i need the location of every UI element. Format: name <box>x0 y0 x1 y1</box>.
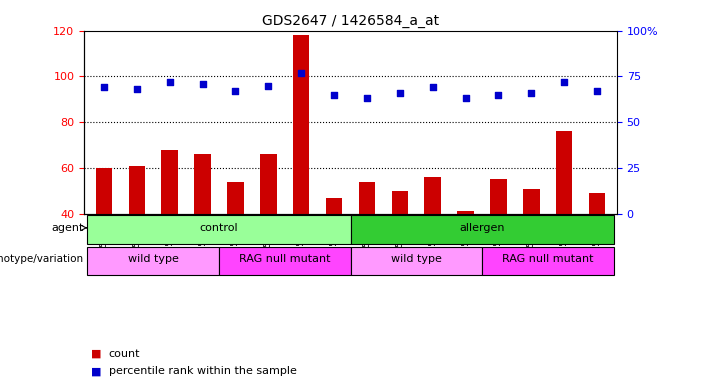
Bar <box>523 189 540 214</box>
Point <box>230 88 241 94</box>
Bar <box>227 182 244 214</box>
Bar <box>589 193 606 214</box>
Text: agent: agent <box>51 223 83 233</box>
Title: GDS2647 / 1426584_a_at: GDS2647 / 1426584_a_at <box>262 14 439 28</box>
Bar <box>161 150 178 214</box>
Bar <box>490 179 507 214</box>
FancyBboxPatch shape <box>350 247 482 275</box>
Text: count: count <box>109 349 140 359</box>
Point <box>131 86 142 93</box>
FancyBboxPatch shape <box>219 247 350 275</box>
Text: ■: ■ <box>91 349 102 359</box>
Point <box>98 84 109 91</box>
Point <box>329 92 340 98</box>
Point <box>164 79 175 85</box>
Text: RAG null mutant: RAG null mutant <box>502 254 594 264</box>
Bar <box>326 198 342 214</box>
Point <box>296 70 307 76</box>
Point <box>394 90 405 96</box>
Text: ■: ■ <box>91 366 102 376</box>
Point <box>427 84 438 91</box>
Bar <box>293 35 309 214</box>
Point <box>361 95 372 101</box>
Bar <box>392 191 408 214</box>
Point <box>263 83 274 89</box>
Bar <box>95 168 112 214</box>
Bar <box>260 154 276 214</box>
Bar <box>194 154 211 214</box>
Text: genotype/variation: genotype/variation <box>0 254 83 264</box>
Text: percentile rank within the sample: percentile rank within the sample <box>109 366 297 376</box>
Bar <box>425 177 441 214</box>
Bar <box>457 212 474 214</box>
Text: wild type: wild type <box>128 254 179 264</box>
FancyBboxPatch shape <box>350 215 613 243</box>
Point <box>592 88 603 94</box>
Bar <box>128 166 145 214</box>
Point <box>493 92 504 98</box>
Bar <box>556 131 573 214</box>
Text: wild type: wild type <box>391 254 442 264</box>
Point <box>460 95 471 101</box>
Text: control: control <box>200 223 238 233</box>
FancyBboxPatch shape <box>88 247 219 275</box>
Point <box>559 79 570 85</box>
FancyBboxPatch shape <box>482 247 613 275</box>
Bar <box>359 182 375 214</box>
FancyBboxPatch shape <box>88 215 350 243</box>
Point <box>526 90 537 96</box>
Point <box>197 81 208 87</box>
Text: RAG null mutant: RAG null mutant <box>239 254 330 264</box>
Text: allergen: allergen <box>459 223 505 233</box>
